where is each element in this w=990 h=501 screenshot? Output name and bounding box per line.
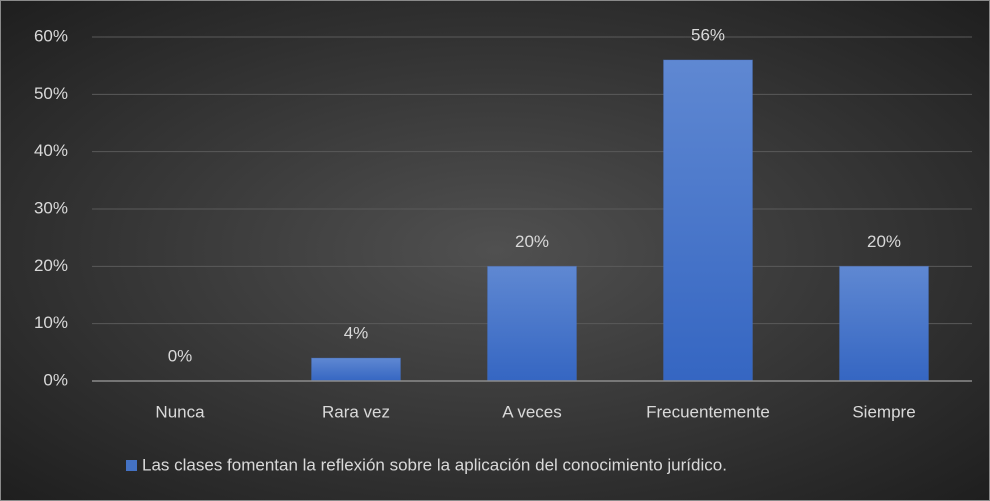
data-label: 0% — [168, 346, 193, 365]
bar — [663, 59, 753, 382]
data-label: 20% — [867, 232, 901, 251]
bar — [839, 265, 929, 382]
data-label: 4% — [344, 324, 369, 343]
bar — [311, 357, 401, 382]
y-tick-label: 30% — [34, 198, 68, 217]
x-tick-label: Nunca — [155, 402, 205, 421]
y-tick-label: 50% — [34, 84, 68, 103]
data-label: 56% — [691, 25, 725, 44]
x-tick-label: Frecuentemente — [646, 402, 770, 421]
bar — [487, 265, 577, 382]
y-tick-label: 20% — [34, 256, 68, 275]
y-tick-label: 40% — [34, 141, 68, 160]
x-tick-label: A veces — [502, 402, 562, 421]
legend-label: Las clases fomentan la reflexión sobre l… — [142, 455, 727, 474]
x-tick-label: Siempre — [852, 402, 915, 421]
data-label: 20% — [515, 232, 549, 251]
legend-swatch — [126, 460, 137, 471]
y-tick-label: 60% — [34, 26, 68, 45]
y-tick-label: 10% — [34, 313, 68, 332]
x-tick-label: Rara vez — [322, 402, 390, 421]
y-tick-label: 0% — [43, 370, 68, 389]
